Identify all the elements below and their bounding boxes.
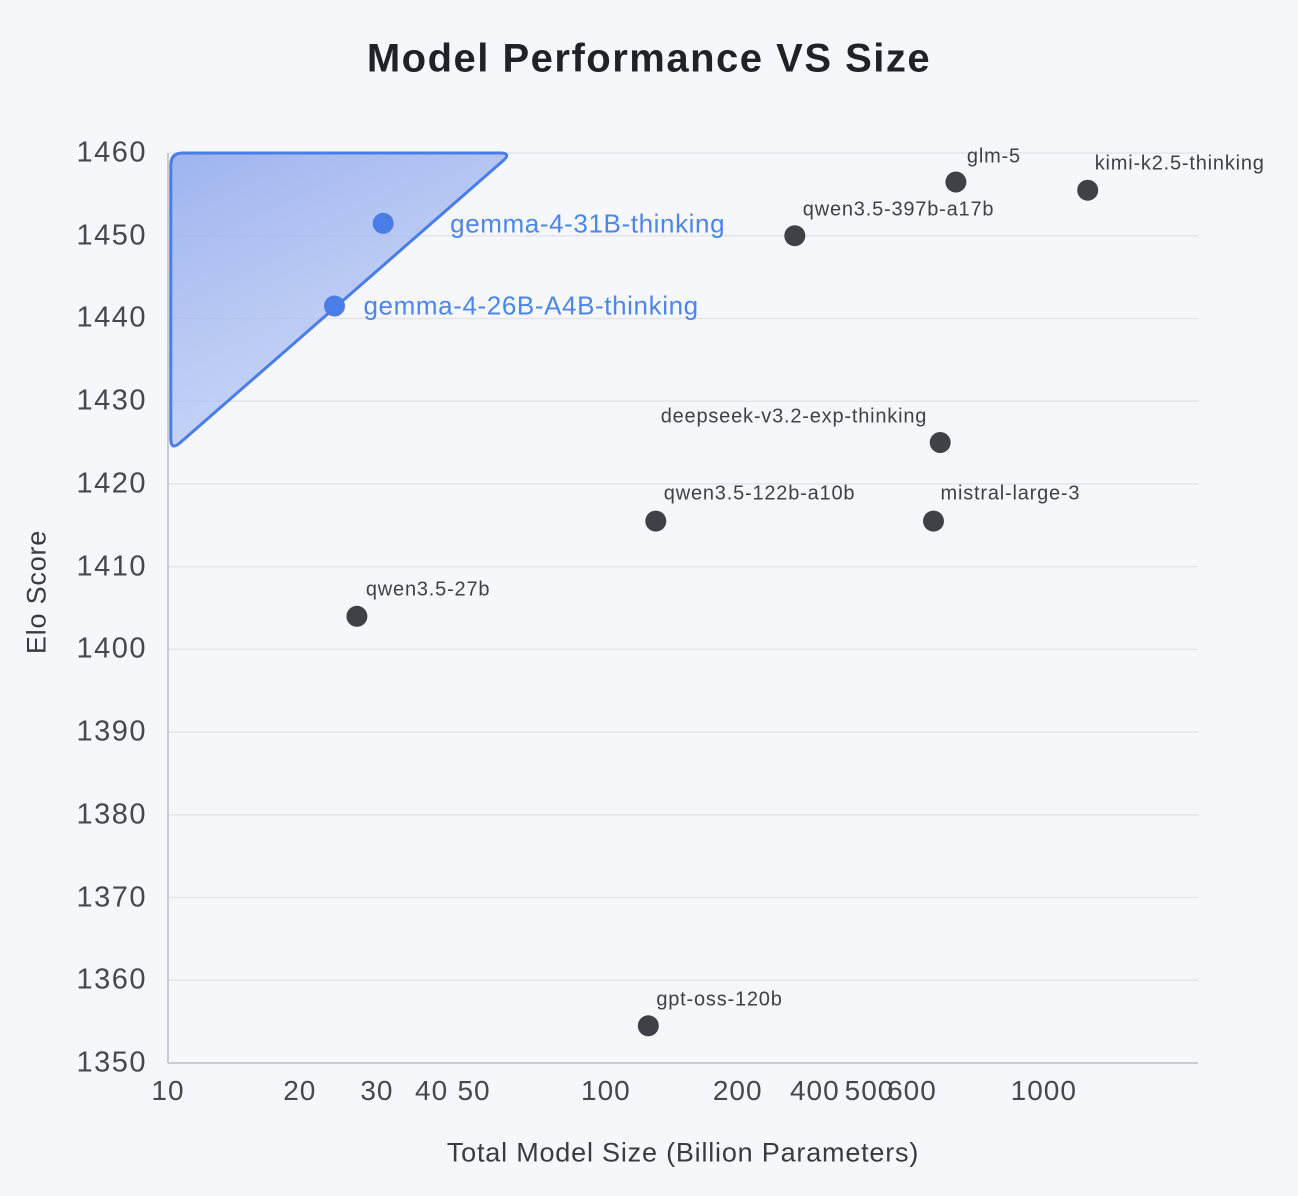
point-label-kimi-k2.5-thinking: kimi-k2.5-thinking — [1094, 152, 1265, 175]
data-point-deepseek-v3.2-exp-thinking — [929, 432, 951, 453]
point-label-mistral-large-3: mistral-large-3 — [940, 482, 1081, 505]
point-label-deepseek-v3.2-exp-thinking: deepseek-v3.2-exp-thinking — [660, 405, 928, 428]
point-label-gemma-4-26B-A4B-thinking: gemma-4-26B-A4B-thinking — [363, 290, 699, 321]
chart-title: Model Performance VS Size — [366, 36, 932, 81]
point-label-qwen3.5-27b: qwen3.5-27b — [365, 578, 491, 601]
y-tick-label-1410: 1410 — [76, 550, 147, 583]
x-tick-label-50: 50 — [457, 1075, 491, 1106]
x-tick-label-100: 100 — [581, 1075, 631, 1106]
data-point-gpt-oss-120b — [637, 1015, 659, 1037]
x-axis-title: Total Model Size (Billion Parameters) — [446, 1137, 920, 1168]
point-label-qwen3.5-122b-a10b: qwen3.5-122b-a10b — [663, 482, 856, 505]
y-tick-label-1380: 1380 — [76, 798, 147, 831]
y-tick-label-1350: 1350 — [76, 1046, 147, 1079]
point-label-gpt-oss-120b: gpt-oss-120b — [656, 988, 783, 1011]
y-tick-label-1430: 1430 — [76, 384, 147, 417]
data-point-kimi-k2.5-thinking — [1077, 179, 1099, 201]
x-tick-label-40: 40 — [415, 1075, 449, 1106]
data-point-qwen3.5-122b-a10b — [645, 510, 667, 532]
y-axis-title: Elo Score — [21, 529, 52, 655]
data-point-mistral-large-3 — [923, 510, 944, 532]
y-tick-label-1450: 1450 — [76, 219, 147, 252]
x-tick-label-600: 600 — [887, 1075, 937, 1106]
data-point-qwen3.5-397b-a17b — [784, 225, 806, 247]
y-tick-label-1370: 1370 — [76, 881, 147, 914]
x-tick-label-10: 10 — [151, 1075, 185, 1106]
x-tick-label-500: 500 — [844, 1075, 895, 1106]
x-tick-label-1000: 1000 — [1010, 1075, 1077, 1106]
data-point-glm-5 — [945, 171, 967, 193]
data-point-gemma-4-31B-thinking — [372, 212, 394, 234]
point-label-qwen3.5-397b-a17b: qwen3.5-397b-a17b — [802, 198, 995, 221]
y-tick-label-1460: 1460 — [76, 136, 147, 169]
point-label-glm-5: glm-5 — [966, 145, 1021, 168]
data-point-qwen3.5-27b — [346, 605, 368, 627]
y-tick-label-1360: 1360 — [76, 963, 147, 996]
x-tick-label-400: 400 — [789, 1075, 840, 1106]
y-tick-label-1400: 1400 — [76, 632, 147, 665]
x-tick-label-200: 200 — [712, 1075, 763, 1106]
data-point-gemma-4-26B-A4B-thinking — [324, 295, 345, 317]
x-tick-label-20: 20 — [283, 1075, 317, 1106]
y-tick-label-1420: 1420 — [76, 467, 147, 500]
point-label-gemma-4-31B-thinking: gemma-4-31B-thinking — [450, 208, 726, 239]
y-tick-label-1390: 1390 — [76, 715, 147, 748]
y-tick-label-1440: 1440 — [76, 301, 147, 334]
x-tick-label-30: 30 — [360, 1075, 394, 1106]
